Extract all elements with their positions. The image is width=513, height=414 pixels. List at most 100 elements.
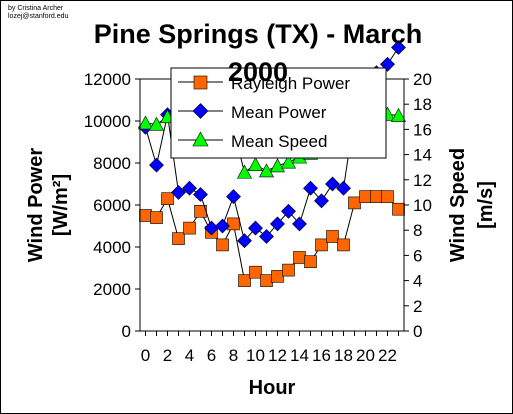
legend-triangle-icon [192,131,209,147]
data-point-triangle [137,115,154,130]
data-point-square [315,238,328,252]
y-right-tick-label: 4 [413,272,422,291]
legend-square-icon [193,75,208,90]
y-right-tick-label: 16 [413,120,432,139]
data-point-diamond [380,56,395,72]
data-point-diamond [171,184,186,200]
data-point-square [348,196,361,210]
data-point-square [370,190,383,203]
data-point-square [392,202,405,216]
data-point-triangle [236,164,253,179]
data-point-square [183,221,196,235]
y-left-tick-label: 8000 [93,154,131,173]
x-tick-label: 20 [356,346,375,365]
data-point-square [260,274,273,287]
data-point-triangle [258,163,275,178]
data-point-diamond [149,157,164,173]
data-point-square [381,190,394,203]
author-name: by Cristina Archer [8,5,64,12]
data-point-diamond [193,187,208,202]
data-point-square [359,190,372,203]
y-left-tick-label: 4000 [93,238,131,257]
y-left-tick-label: 10000 [84,112,131,131]
y-axis-right-title-units: [m/s] [475,181,497,229]
author-credit: by Cristina Archer lozej@stanford.edu [8,5,68,21]
data-point-diamond [336,180,351,196]
x-tick-label: 18 [334,346,353,365]
data-point-diamond [281,203,296,219]
data-point-square [249,265,262,279]
data-point-diamond [215,218,230,234]
y-axis-left-title-units: [W/m²] [50,174,72,236]
author-email: lozej@stanford.edu [8,13,69,20]
data-point-diamond [182,180,197,196]
data-point-square [172,232,185,245]
legend: Rayleigh Power Mean Power Mean Speed [170,67,387,159]
y-right-tick-label: 12 [413,171,432,190]
data-point-diamond [237,233,252,249]
y-axis-left-title-main: Wind Power [25,148,47,262]
ticks-layer: 0200040006000800010000120000246810121416… [84,70,432,365]
legend-entry-mean-power: Mean Power [178,103,327,122]
x-tick-label: 16 [312,346,331,365]
y-right-tick-label: 20 [413,70,432,89]
x-tick-label: 12 [268,346,287,365]
data-point-square [326,230,339,243]
legend-label-mean-speed: Mean Speed [231,132,327,151]
y-left-tick-label: 2000 [93,280,131,299]
x-tick-label: 6 [207,346,216,365]
series-rayleigh-power [139,190,405,287]
chart-title-line2: 2000 [228,57,288,87]
y-right-tick-label: 2 [413,297,422,316]
y-axis-left-title: Wind Power [W/m²] [25,148,72,262]
data-point-diamond [292,216,307,232]
y-right-tick-label: 0 [413,322,422,341]
legend-entry-mean-speed: Mean Speed [178,131,327,151]
data-point-square [161,192,174,205]
data-point-diamond [259,229,274,244]
legend-entry-rayleigh-power: Rayleigh Power [178,74,350,93]
y-right-tick-label: 10 [413,196,432,215]
x-tick-label: 10 [246,346,265,365]
data-point-square [293,251,306,264]
x-tick-label: 0 [141,346,150,365]
data-point-diamond [303,180,318,196]
data-point-square [139,209,152,222]
y-right-tick-label: 14 [413,146,432,165]
data-point-diamond [248,220,263,236]
data-point-triangle [148,116,165,131]
data-point-diamond [325,176,340,192]
data-point-triangle [280,154,297,169]
y-right-tick-label: 18 [413,95,432,114]
data-point-diamond [314,193,329,209]
x-tick-label: 2 [163,346,172,365]
legend-label-rayleigh-power: Rayleigh Power [231,74,350,93]
y-left-tick-label: 0 [122,322,131,341]
data-point-square [271,270,284,283]
data-point-square [304,255,317,268]
y-axis-right-title: Wind Speed [m/s] [447,148,497,262]
y-left-tick-label: 12000 [84,70,131,89]
data-point-square [150,211,163,224]
chart-title: Pine Springs (TX) - March [94,19,423,49]
y-right-tick-label: 6 [413,246,422,265]
data-point-diamond [270,216,285,232]
data-point-square [216,238,229,252]
y-axis-right-title-main: Wind Speed [447,148,469,262]
data-point-square [282,263,295,277]
data-point-diamond [226,189,241,205]
x-tick-label: 4 [185,346,194,365]
y-right-tick-label: 8 [413,221,422,240]
data-point-square [337,238,350,252]
data-point-triangle [269,158,286,173]
data-point-diamond [391,40,406,55]
data-point-square [227,217,240,231]
data-point-triangle [247,157,264,171]
x-axis-title: Hour [249,377,296,399]
legend-label-mean-power: Mean Power [231,103,327,122]
data-point-triangle [390,107,407,122]
y-left-tick-label: 6000 [93,196,131,215]
x-tick-label: 14 [290,346,309,365]
